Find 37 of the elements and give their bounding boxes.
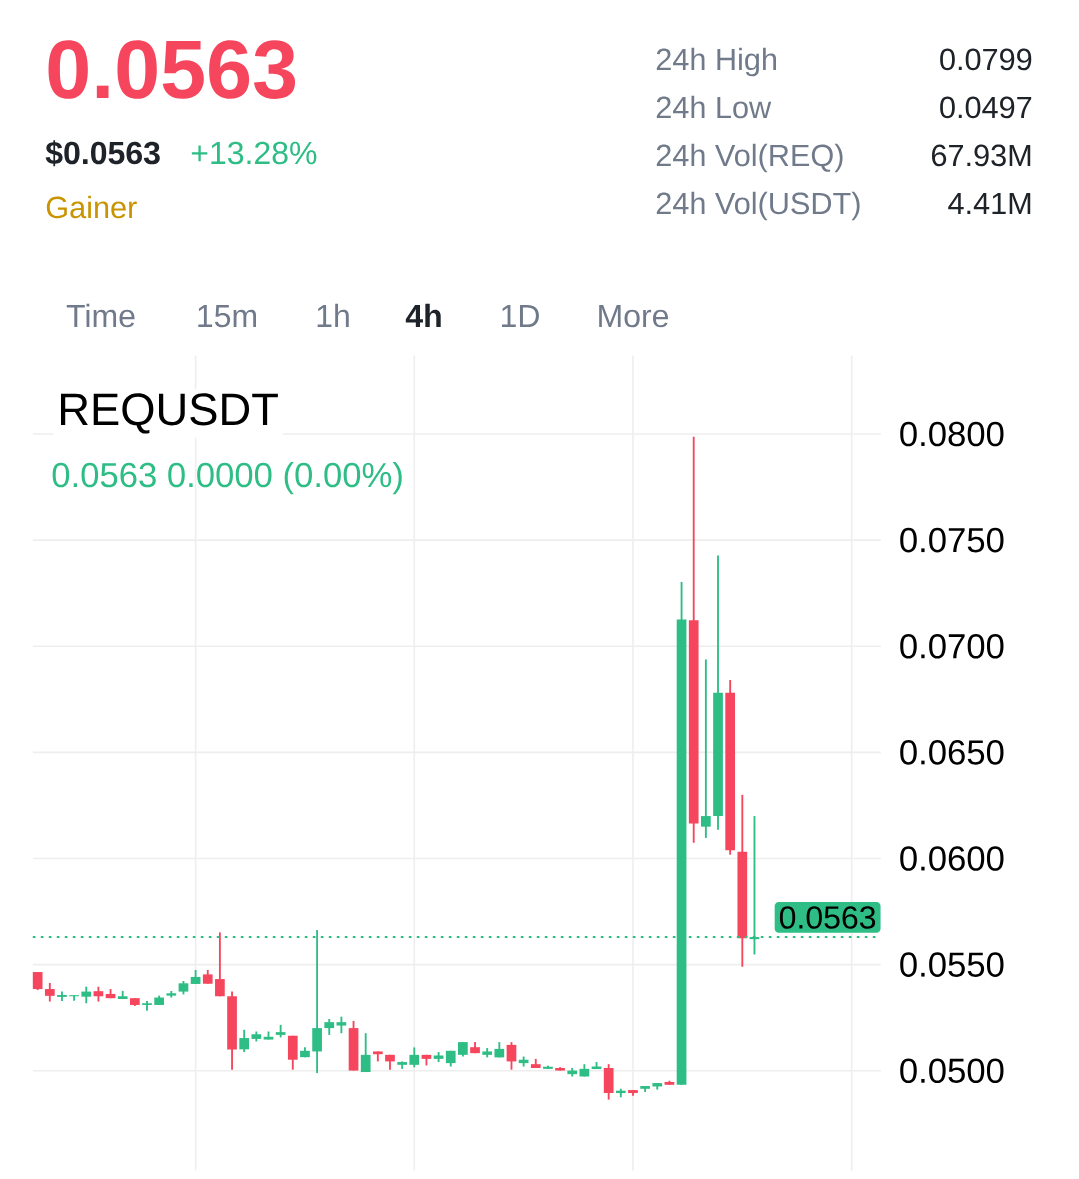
- text: 0.0563 0.0000 (0.00%): [52, 461, 402, 495]
- candlestick: [701, 658, 711, 839]
- text: 0.0563: [48, 40, 296, 99]
- text: 4h: [405, 303, 441, 327]
- text: 1h: [317, 303, 349, 327]
- text: +13.28%: [191, 141, 317, 165]
- candlestick: [69, 994, 79, 1002]
- text: 15m: [198, 304, 257, 328]
- y-tick-label: 0.0550: [900, 952, 1004, 977]
- text: REQUSDT: [60, 393, 278, 434]
- text: 24h Vol(USDT): [656, 191, 860, 221]
- text: 24h High: [656, 47, 776, 77]
- candlestick: [44, 981, 55, 1003]
- y-tick-label: 0.0750: [900, 527, 1004, 553]
- candlestick: [287, 1034, 298, 1071]
- text: 4.41M: [948, 192, 1031, 214]
- y-tick-label: 0.0650: [900, 740, 1004, 765]
- y-tick-label: 0.0800: [900, 421, 1004, 447]
- y-tick-label: 0.0600: [900, 846, 1004, 871]
- text: Time: [66, 303, 135, 328]
- candlestick: [360, 1032, 371, 1073]
- candlestick: [409, 1046, 420, 1069]
- candlestick: [239, 1028, 250, 1054]
- y-tick-label: 0.0700: [900, 633, 1004, 659]
- text: 0.0799: [940, 48, 1032, 71]
- text: More: [599, 304, 669, 328]
- text: Gainer: [46, 195, 137, 219]
- text: 24h Vol(REQ): [656, 143, 843, 173]
- text: $0.0563: [45, 140, 160, 167]
- text: 67.93M: [932, 144, 1031, 167]
- candlestick: [215, 931, 225, 998]
- text: 0.0497: [940, 96, 1032, 119]
- y-tick-label: 0.0500: [900, 1058, 1004, 1084]
- text: 24h Low: [656, 95, 772, 119]
- text: 1D: [502, 304, 539, 327]
- candlestick: [32, 971, 43, 992]
- ref-line-label: 0.0563: [779, 906, 876, 929]
